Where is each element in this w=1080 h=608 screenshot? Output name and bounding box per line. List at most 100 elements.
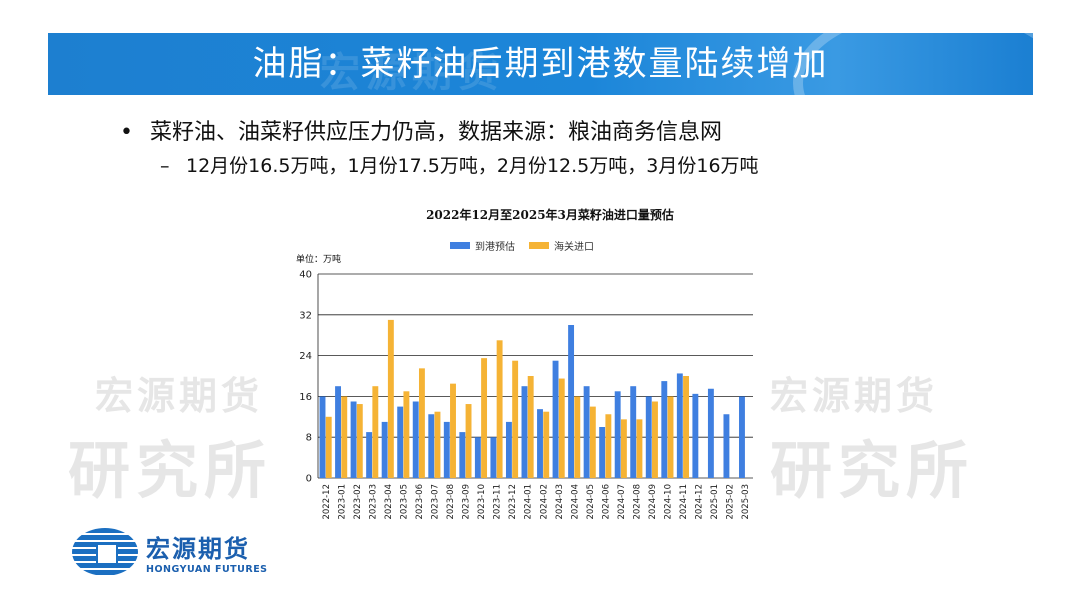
x-tick-label: 2024-12 bbox=[695, 484, 705, 520]
bar bbox=[614, 391, 621, 478]
x-tick-label: 2023-03 bbox=[368, 484, 378, 520]
x-tick-label: 2024-07 bbox=[617, 484, 627, 520]
logo-name-en: HONGYUAN FUTURES bbox=[146, 564, 268, 575]
x-tick-label: 2023-06 bbox=[415, 484, 425, 520]
bar bbox=[676, 373, 683, 478]
bar bbox=[692, 393, 699, 478]
bar bbox=[403, 391, 410, 478]
y-tick-label: 32 bbox=[299, 310, 312, 321]
x-tick-label: 2024-10 bbox=[664, 484, 674, 520]
bar bbox=[443, 421, 450, 478]
bullet-dot-icon: • bbox=[120, 120, 133, 145]
bar bbox=[341, 396, 348, 478]
x-tick-label: 2025-03 bbox=[741, 484, 751, 520]
x-tick-label: 2023-11 bbox=[493, 484, 503, 520]
bar bbox=[450, 383, 456, 478]
bar bbox=[496, 340, 503, 478]
bar-chart: 0 8 16 24 32 40 2022-12 2023-01 2023-02 2023-03 20… bbox=[299, 270, 753, 520]
bar bbox=[652, 401, 658, 478]
title-banner: 油脂：菜籽油后期到港数量陆续增加 bbox=[48, 33, 1033, 95]
bar bbox=[599, 427, 606, 478]
x-tick-label: 2024-11 bbox=[679, 484, 689, 520]
bar bbox=[630, 386, 637, 478]
watermark-text: 研究所 bbox=[68, 434, 273, 507]
x-tick-label: 2023-01 bbox=[337, 484, 347, 520]
bar bbox=[319, 396, 326, 478]
bar bbox=[583, 386, 590, 478]
x-tick-label: 2024-05 bbox=[586, 484, 596, 520]
bar bbox=[620, 419, 627, 478]
bar bbox=[465, 404, 472, 478]
bar bbox=[350, 401, 357, 478]
y-tick-label: 8 bbox=[306, 433, 312, 444]
logo-name-cn: 宏源期货 bbox=[146, 535, 250, 563]
bar bbox=[490, 437, 497, 478]
bar bbox=[537, 409, 543, 478]
watermark-text: 宏源期货 bbox=[770, 373, 939, 418]
unit-label: 单位：万吨 bbox=[296, 255, 342, 265]
bar bbox=[527, 376, 534, 478]
bar bbox=[481, 358, 488, 478]
legend-label-arrival: 到港预估 bbox=[475, 242, 515, 253]
bullet-text: 菜籽油、油菜籽供应压力仍高，数据来源：粮油商务信息网 bbox=[150, 120, 723, 145]
y-tick-label: 24 bbox=[299, 351, 312, 362]
bar bbox=[372, 386, 379, 478]
bar bbox=[325, 416, 332, 478]
bar bbox=[521, 386, 528, 478]
bar bbox=[552, 360, 559, 478]
bar bbox=[418, 368, 425, 478]
bar bbox=[636, 419, 643, 478]
x-tick-label: 2023-07 bbox=[431, 484, 441, 520]
bar bbox=[558, 378, 565, 478]
legend-item-customs: 海关进口 bbox=[529, 238, 594, 253]
logo-mark-icon bbox=[72, 528, 138, 576]
x-tick-label: 2024-02 bbox=[539, 484, 549, 520]
x-tick-label: 2023-12 bbox=[508, 484, 518, 520]
x-tick-label: 2023-05 bbox=[399, 484, 409, 520]
bar bbox=[739, 396, 745, 478]
x-tick-label: 2025-02 bbox=[726, 484, 736, 520]
watermark-text: 宏源期货 bbox=[95, 373, 264, 418]
x-tick-label: 2024-06 bbox=[601, 484, 611, 520]
bar bbox=[387, 319, 394, 478]
bar bbox=[474, 437, 481, 478]
x-tick-label: 2023-02 bbox=[353, 484, 363, 520]
bar bbox=[397, 406, 404, 478]
sub-bullet-text: 12月份16.5万吨，1月份17.5万吨，2月份12.5万吨，3月份16万吨 bbox=[186, 155, 759, 177]
x-tick-label: 2024-03 bbox=[555, 484, 565, 520]
logo-text: 宏源期货 HONGYUAN FUTURES bbox=[146, 529, 268, 575]
bullet-item: • 菜籽油、油菜籽供应压力仍高，数据来源：粮油商务信息网 bbox=[120, 114, 722, 146]
y-tick-label: 16 bbox=[299, 392, 312, 403]
bar bbox=[589, 406, 596, 478]
sub-bullet-item: –12月份16.5万吨，1月份17.5万吨，2月份12.5万吨，3月份16万吨 bbox=[160, 151, 759, 178]
dash-icon: – bbox=[160, 155, 170, 177]
bar bbox=[505, 421, 512, 478]
legend-item-arrival: 到港预估 bbox=[450, 238, 515, 253]
watermark-text: 研究所 bbox=[770, 434, 975, 507]
slide-title: 油脂：菜籽油后期到港数量陆续增加 bbox=[252, 44, 829, 84]
bar bbox=[412, 401, 419, 478]
bar bbox=[434, 411, 441, 478]
x-tick-label: 2024-01 bbox=[524, 484, 534, 520]
x-tick-label: 2023-10 bbox=[477, 484, 487, 520]
bar bbox=[723, 414, 730, 478]
x-tick-label: 2022-12 bbox=[322, 484, 332, 520]
bar bbox=[428, 414, 435, 478]
bar bbox=[605, 414, 612, 478]
x-tick-label: 2024-08 bbox=[632, 484, 642, 520]
chart-legend: 到港预估 海关进口 bbox=[450, 238, 594, 253]
bar bbox=[645, 396, 652, 478]
x-tick-label: 2025-01 bbox=[710, 484, 720, 520]
bar bbox=[335, 386, 341, 478]
bar bbox=[574, 396, 581, 478]
bar bbox=[568, 325, 575, 478]
company-logo: 宏源期货 HONGYUAN FUTURES bbox=[72, 528, 268, 576]
x-tick-label: 2024-04 bbox=[570, 484, 580, 520]
bar bbox=[661, 381, 668, 478]
legend-swatch-customs bbox=[529, 242, 549, 249]
bar bbox=[356, 404, 363, 478]
bar bbox=[366, 432, 373, 478]
x-tick-label: 2024-09 bbox=[648, 484, 658, 520]
bar bbox=[381, 421, 388, 478]
x-tick-label: 2023-09 bbox=[462, 484, 472, 520]
